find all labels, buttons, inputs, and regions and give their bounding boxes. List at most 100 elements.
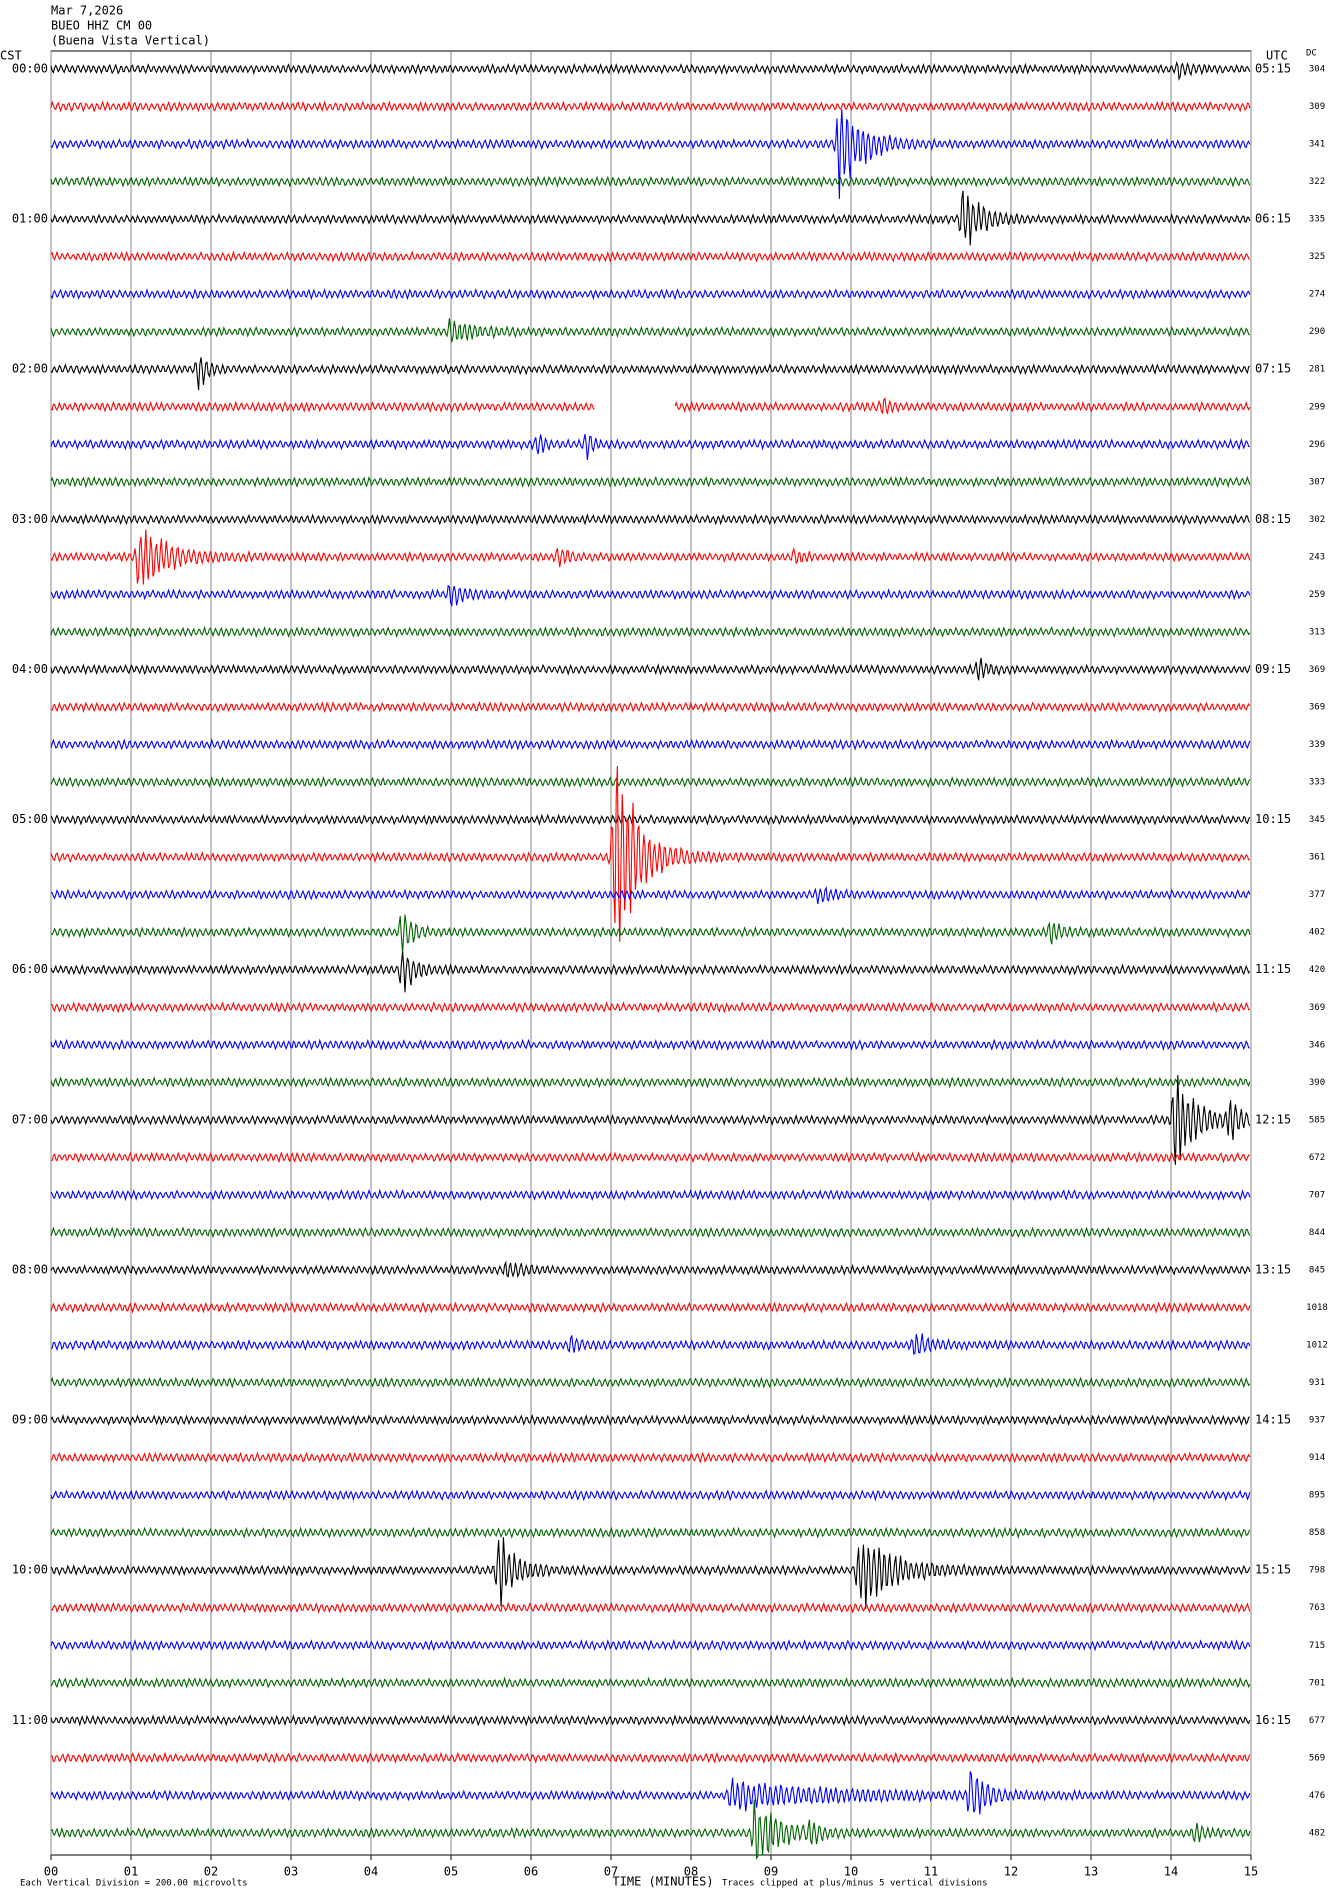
dc-header: DC — [1306, 49, 1317, 59]
trace — [50, 109, 1251, 199]
dc-value: 274 — [1309, 290, 1325, 300]
trace — [50, 1001, 1250, 1014]
scale-note: Each Vertical Division = 200.00 microvol… — [20, 1879, 248, 1889]
dc-value: 299 — [1309, 402, 1325, 412]
trace — [50, 1601, 1251, 1614]
x-tick-label: 01 — [124, 1865, 138, 1879]
trace — [50, 433, 1251, 461]
dc-value: 390 — [1309, 1078, 1325, 1088]
trace — [50, 397, 1251, 415]
trace — [50, 765, 1250, 942]
dc-value: 361 — [1309, 853, 1325, 863]
dc-value: 259 — [1309, 590, 1325, 600]
cst-label: 04:00 — [12, 662, 48, 676]
x-tick-label: 06 — [524, 1865, 538, 1879]
trace — [50, 584, 1251, 608]
dc-value: 931 — [1309, 1378, 1325, 1388]
x-tick-label: 08 — [684, 1865, 698, 1879]
dc-value: 701 — [1309, 1678, 1325, 1688]
utc-label: 16:15 — [1255, 1713, 1291, 1727]
dc-value: 335 — [1309, 215, 1325, 225]
trace — [50, 1038, 1251, 1052]
dc-value: 346 — [1309, 1040, 1325, 1050]
utc-label: 08:15 — [1255, 512, 1291, 526]
trace — [50, 529, 1251, 585]
utc-label: 15:15 — [1255, 1563, 1291, 1577]
cst-label: 08:00 — [12, 1262, 48, 1276]
trace — [50, 1676, 1251, 1690]
utc-label: 12:15 — [1255, 1112, 1291, 1126]
dc-value: 420 — [1309, 965, 1325, 975]
trace — [50, 1413, 1251, 1427]
utc-label: 13:15 — [1255, 1262, 1291, 1276]
right-header: UTC — [1266, 49, 1288, 63]
dc-value: 707 — [1309, 1190, 1325, 1200]
dc-value: 313 — [1309, 627, 1325, 637]
trace — [50, 1075, 1251, 1165]
dc-value: 585 — [1309, 1115, 1325, 1125]
x-tick-label: 05 — [444, 1865, 458, 1879]
trace — [50, 813, 1251, 826]
trace — [50, 357, 1251, 391]
x-tick-label: 10 — [844, 1865, 858, 1879]
trace — [50, 1771, 1251, 1815]
dc-value: 281 — [1309, 365, 1325, 375]
trace — [50, 1151, 1250, 1164]
trace — [50, 625, 1251, 639]
trace — [50, 1301, 1251, 1314]
trace — [50, 1260, 1251, 1279]
dc-value: 798 — [1309, 1566, 1325, 1576]
x-tick-label: 11 — [924, 1865, 938, 1879]
dc-value: 377 — [1309, 890, 1325, 900]
cst-label: 02:00 — [12, 362, 48, 376]
dc-value: 482 — [1309, 1828, 1325, 1838]
trace — [50, 1713, 1251, 1727]
x-tick-label: 09 — [764, 1865, 778, 1879]
dc-value: 302 — [1309, 515, 1325, 525]
cst-label: 01:00 — [12, 212, 48, 226]
dc-value: 858 — [1309, 1528, 1325, 1538]
trace — [50, 951, 1251, 993]
trace — [50, 1537, 1251, 1609]
cst-label: 00:00 — [12, 62, 48, 76]
dc-value: 895 — [1309, 1491, 1325, 1501]
utc-label: 06:15 — [1255, 212, 1291, 226]
x-tick-label: 12 — [1004, 1865, 1018, 1879]
cst-label: 06:00 — [12, 962, 48, 976]
cst-label: 10:00 — [12, 1563, 48, 1577]
trace — [50, 1451, 1251, 1464]
x-tick-label: 15 — [1244, 1865, 1258, 1879]
dc-value: 677 — [1309, 1716, 1325, 1726]
trace — [50, 100, 1251, 113]
trace — [50, 738, 1251, 751]
x-tick-label: 03 — [284, 1865, 298, 1879]
dc-value: 763 — [1309, 1603, 1325, 1613]
trace — [50, 61, 1251, 81]
dc-value: 341 — [1309, 140, 1325, 150]
dc-value: 325 — [1309, 252, 1325, 262]
trace — [50, 1076, 1251, 1089]
cst-label: 11:00 — [12, 1713, 48, 1727]
utc-label: 05:15 — [1255, 62, 1291, 76]
cst-label: 07:00 — [12, 1112, 48, 1126]
trace — [50, 287, 1251, 301]
dc-value: 339 — [1309, 740, 1325, 750]
trace — [50, 1188, 1251, 1202]
trace — [50, 475, 1251, 489]
dc-value: 290 — [1309, 327, 1325, 337]
dc-value: 307 — [1309, 477, 1325, 487]
dc-value: 715 — [1309, 1641, 1325, 1651]
dc-value: 333 — [1309, 778, 1325, 788]
dc-value: 369 — [1309, 703, 1325, 713]
trace — [50, 1333, 1251, 1355]
utc-label: 14:15 — [1255, 1413, 1291, 1427]
title-line: (Buena Vista Vertical) — [51, 34, 210, 48]
trace — [50, 1376, 1251, 1390]
trace — [50, 914, 1251, 954]
trace — [50, 1526, 1251, 1539]
cst-label: 05:00 — [12, 812, 48, 826]
dc-value: 369 — [1309, 665, 1325, 675]
trace — [50, 250, 1251, 263]
trace — [50, 885, 1251, 905]
